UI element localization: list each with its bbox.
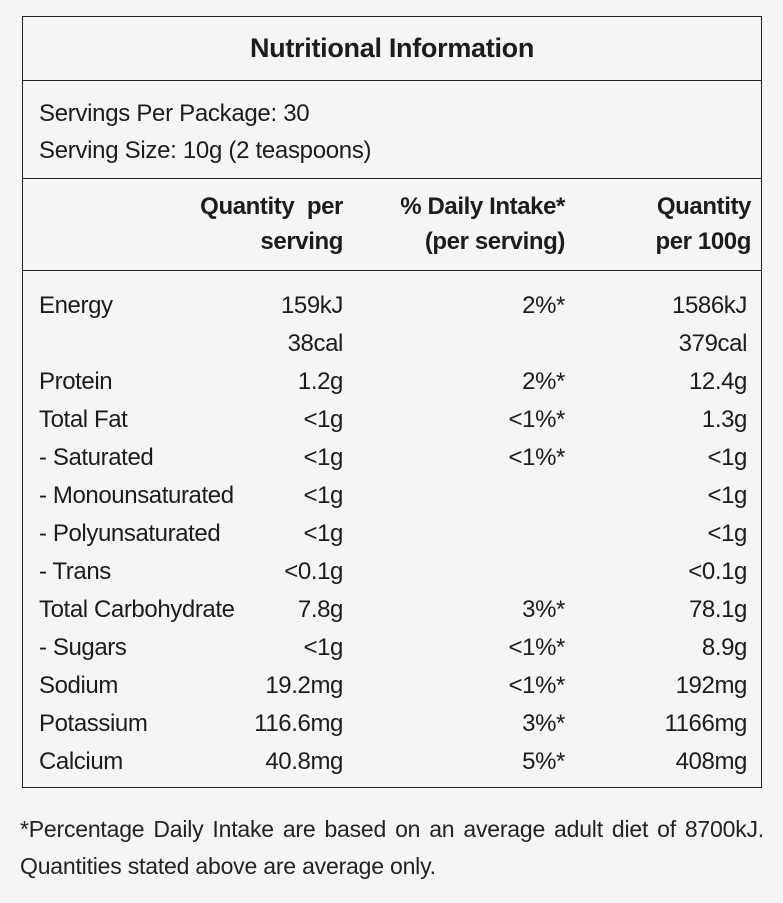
- nutrient-label: Energy: [39, 292, 113, 319]
- daily-intake-value: <1%*: [508, 672, 566, 699]
- nutrient-label: Protein: [39, 368, 113, 395]
- daily-intake-value: 3%*: [522, 596, 565, 623]
- per-serving-value: 38cal: [287, 330, 344, 357]
- nutrition-panel: Nutritional Information Servings Per Pac…: [22, 16, 762, 788]
- daily-intake-value: 2%*: [522, 368, 565, 395]
- per-serving-value: 19.2mg: [265, 672, 343, 699]
- per-serving-value: <1g: [303, 520, 343, 547]
- nutrient-label: - Polyunsaturated: [39, 520, 221, 547]
- per-100g-value: <1g: [707, 444, 747, 471]
- per-serving-value: 1.2g: [297, 368, 344, 395]
- nutrient-label: Calcium: [39, 748, 123, 775]
- daily-intake-value: 2%*: [522, 292, 565, 319]
- table-row: Calcium 40.8mg 5%* 408mg: [23, 743, 761, 781]
- header-per-100g: Quantity per 100g: [655, 193, 751, 255]
- panel-title: Nutritional Information: [23, 17, 761, 81]
- per-100g-value: 408mg: [675, 748, 748, 775]
- per-serving-value: <1g: [303, 634, 343, 661]
- table-row: Potassium 116.6mg 3%* 1166mg: [23, 705, 761, 743]
- per-100g-value: 12.4g: [688, 368, 747, 395]
- per-100g-value: <1g: [707, 482, 747, 509]
- daily-intake-value: <1%*: [508, 444, 566, 471]
- table-row: - Monounsaturated <1g <1g: [23, 477, 761, 515]
- per-serving-value: <0.1g: [284, 558, 343, 585]
- per-100g-value: 78.1g: [688, 596, 747, 623]
- per-100g-value: 1.3g: [701, 406, 748, 433]
- column-headers: Quantity per serving % Daily Intake* (pe…: [23, 179, 761, 271]
- per-100g-value: 8.9g: [701, 634, 748, 661]
- nutrient-label: - Saturated: [39, 444, 154, 471]
- header-per-serving: Quantity per serving: [200, 193, 343, 255]
- table-row: Total Carbohydrate 7.8g 3%* 78.1g: [23, 591, 761, 629]
- per-100g-value: 379cal: [678, 330, 748, 357]
- servings-per-package: Servings Per Package: 30: [39, 100, 310, 127]
- per-serving-value: 7.8g: [297, 596, 344, 623]
- table-row: Sodium 19.2mg <1%* 192mg: [23, 667, 761, 705]
- per-serving-value: <1g: [303, 406, 343, 433]
- footnote: *Percentage Daily Intake are based on an…: [20, 816, 764, 879]
- per-serving-value: 40.8mg: [265, 748, 343, 775]
- table-row: - Sugars <1g <1%* 8.9g: [23, 629, 761, 667]
- per-serving-value: <1g: [303, 482, 343, 509]
- nutrient-label: Total Fat: [39, 406, 128, 433]
- serving-size: Serving Size: 10g (2 teaspoons): [39, 137, 372, 164]
- table-row: Protein 1.2g 2%* 12.4g: [23, 363, 761, 401]
- per-serving-value: 116.6mg: [254, 710, 343, 737]
- daily-intake-value: <1%*: [508, 634, 566, 661]
- per-100g-value: 192mg: [675, 672, 748, 699]
- per-100g-value: <1g: [707, 520, 747, 547]
- per-serving-value: 159kJ: [280, 292, 343, 319]
- table-row: Energy 159kJ 2%* 1586kJ: [23, 287, 761, 325]
- per-serving-value: <1g: [303, 444, 343, 471]
- nutrient-label: - Sugars: [39, 634, 127, 661]
- table-row: - Saturated <1g <1%* <1g: [23, 439, 761, 477]
- table-row: Total Fat <1g <1%* 1.3g: [23, 401, 761, 439]
- nutrient-label: - Monounsaturated: [39, 482, 234, 509]
- nutrient-label: - Trans: [39, 558, 111, 585]
- daily-intake-value: 3%*: [522, 710, 565, 737]
- table-row: - Trans <0.1g <0.1g: [23, 553, 761, 591]
- nutrient-label: Potassium: [39, 710, 148, 737]
- nutrient-rows: Energy 159kJ 2%* 1586kJ 38cal 379cal Protein 1.…: [23, 271, 761, 781]
- header-daily-intake: % Daily Intake* (per serving): [400, 193, 565, 255]
- servings-info: Servings Per Package: 30 Serving Size: 1…: [23, 81, 761, 179]
- table-row: 38cal 379cal: [23, 325, 761, 363]
- nutrient-label: Sodium: [39, 672, 118, 699]
- per-100g-value: 1586kJ: [672, 292, 747, 319]
- nutrient-label: Total Carbohydrate: [39, 596, 235, 623]
- per-100g-value: 1166mg: [664, 710, 747, 737]
- table-row: - Polyunsaturated <1g <1g: [23, 515, 761, 553]
- per-100g-value: <0.1g: [688, 558, 747, 585]
- daily-intake-value: 5%*: [522, 748, 565, 775]
- daily-intake-value: <1%*: [508, 406, 566, 433]
